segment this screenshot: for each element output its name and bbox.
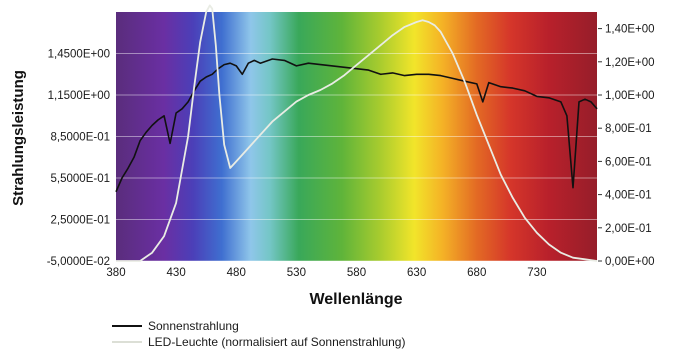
legend-swatch-led xyxy=(112,341,142,343)
y-right-tick-label-1: 2,00E-01 xyxy=(605,223,652,235)
x-tick-label-6: 680 xyxy=(467,267,486,279)
y-left-tick-label-0: -5,0000E-02 xyxy=(47,256,110,268)
y-left-tick-label-3: 8,5000E-01 xyxy=(51,132,110,144)
y-axis-left-title: Strahlungsleistung xyxy=(10,70,27,206)
y-left-tick-label-2: 5,5000E-01 xyxy=(51,173,110,185)
y-right-tick-label-5: 1,00E+00 xyxy=(605,90,655,102)
y-axis-right-ticks: 0,00E+00 2,00E-01 4,00E-01 6,00E-01 8,00E-01… xyxy=(598,24,655,268)
legend-item-led: LED-Leuchte (normalisiert auf Sonnenstra… xyxy=(112,334,405,350)
x-tick-label-5: 630 xyxy=(407,267,426,279)
y-right-tick-label-0: 0,00E+00 xyxy=(605,256,655,268)
legend-swatch-sonnenstrahlung xyxy=(112,325,142,327)
y-right-tick-label-2: 4,00E-01 xyxy=(605,190,652,202)
y-axis-left-ticks: -5,0000E-02 2,5000E-01 5,5000E-01 8,5000E-0… xyxy=(47,49,110,269)
legend-label-sonnenstrahlung: Sonnenstrahlung xyxy=(148,319,239,333)
x-tick-label-4: 580 xyxy=(347,267,366,279)
y-right-tick-label-4: 8,00E-01 xyxy=(605,123,652,135)
y-left-tick-label-5: 1,4500E+00 xyxy=(48,49,110,61)
legend-label-led: LED-Leuchte (normalisiert auf Sonnenstra… xyxy=(148,335,406,349)
x-tick-label-7: 730 xyxy=(527,267,546,279)
x-axis-ticks: 380 430 480 530 580 630 680 730 xyxy=(106,267,546,279)
y-right-tick-label-7: 1,40E+00 xyxy=(605,24,655,36)
legend-item-sonnenstrahlung: Sonnenstrahlung xyxy=(112,318,405,334)
x-axis-title: Wellenlänge xyxy=(309,291,402,308)
series-line-1 xyxy=(116,4,598,262)
legend: Sonnenstrahlung LED-Leuchte (normalisier… xyxy=(112,318,405,350)
x-tick-label-3: 530 xyxy=(287,267,306,279)
y-right-tick-label-6: 1,20E+00 xyxy=(605,57,655,69)
y-right-tick-label-3: 6,00E-01 xyxy=(605,156,652,168)
x-tick-label-0: 380 xyxy=(106,267,125,279)
y-left-tick-label-1: 2,5000E-01 xyxy=(51,215,110,227)
series-layer xyxy=(115,4,598,262)
y-left-tick-label-4: 1,1500E+00 xyxy=(48,90,110,102)
plot-background xyxy=(116,12,597,261)
series-line-0 xyxy=(115,58,598,193)
gridlines xyxy=(116,53,597,262)
x-tick-label-2: 480 xyxy=(227,267,246,279)
x-tick-label-1: 430 xyxy=(167,267,186,279)
